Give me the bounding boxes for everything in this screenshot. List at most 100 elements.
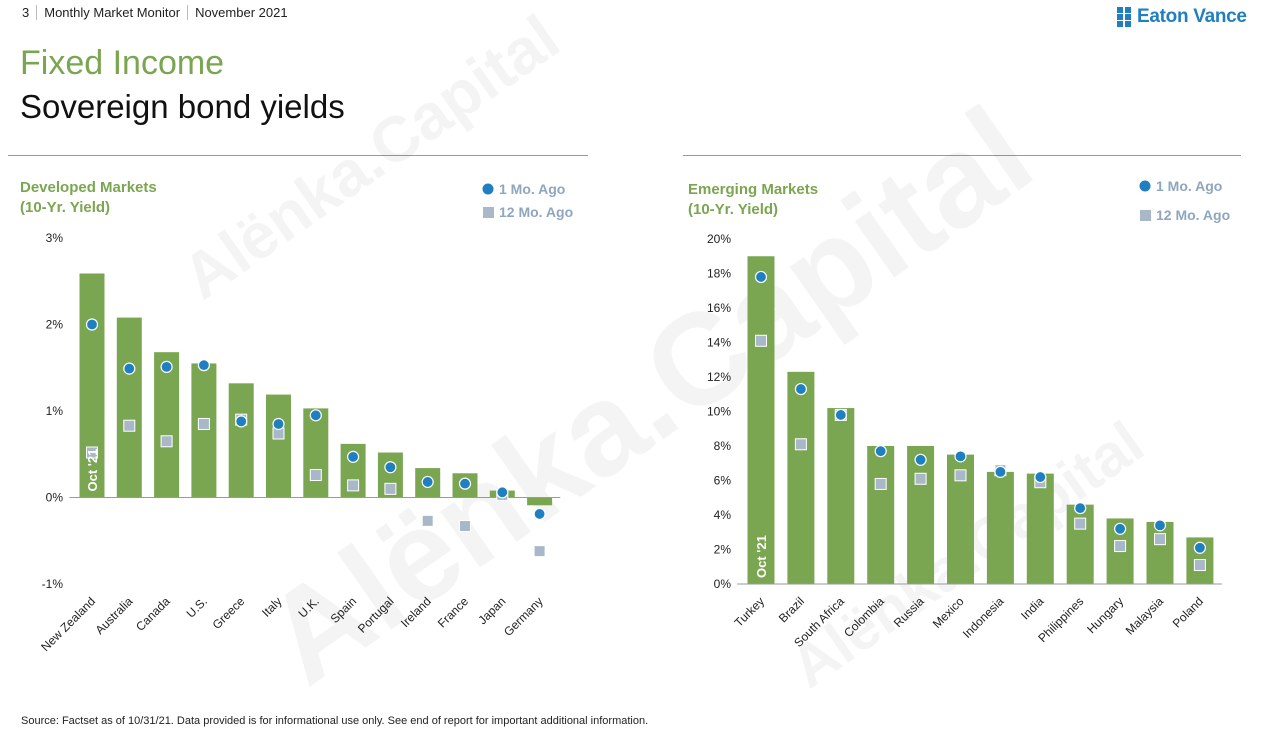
bar — [1026, 473, 1054, 584]
marker-1mo — [914, 453, 927, 466]
marker-12mo — [914, 472, 927, 485]
bar — [1146, 521, 1174, 584]
bar — [154, 352, 180, 498]
marker-1mo — [496, 486, 509, 499]
legend-label: 1 Mo. Ago — [499, 181, 565, 197]
marker-1mo — [421, 475, 434, 489]
legend-circle-icon — [482, 183, 494, 195]
y-tick-label: 3% — [46, 231, 64, 245]
y-tick-label: 1% — [46, 404, 64, 418]
y-tick-label: 2% — [714, 543, 732, 557]
marker-1mo — [197, 359, 210, 372]
marker-1mo — [1193, 541, 1207, 554]
section-subtitle: Sovereign bond yields — [20, 88, 345, 125]
bar — [747, 256, 775, 584]
marker-12mo — [160, 435, 173, 448]
x-category-label: Turkey — [732, 594, 768, 630]
source-note: Source: Factset as of 10/31/21. Data pro… — [21, 715, 649, 727]
marker-12mo — [1074, 517, 1087, 530]
emerging-markets-chart: Emerging Markets (10-Yr. Yield) 1 Mo. Ago 1… — [688, 178, 1230, 650]
section-divider-right — [683, 155, 1241, 156]
marker-12mo — [384, 482, 397, 495]
marker-1mo — [1074, 502, 1087, 515]
bar — [266, 394, 291, 498]
section-title: Fixed Income — [20, 44, 225, 82]
marker-1mo — [272, 417, 285, 431]
x-category-label: Mexico — [930, 594, 967, 631]
bar-series-label: Oct '21 — [85, 449, 100, 492]
marker-1mo — [85, 318, 99, 331]
marker-1mo — [954, 450, 967, 463]
page-number: 3 — [22, 5, 30, 20]
marker-1mo — [1034, 470, 1047, 484]
x-category-label: Poland — [1170, 594, 1206, 630]
marker-1mo — [123, 362, 136, 375]
marker-1mo — [309, 409, 322, 422]
bar — [116, 317, 142, 498]
marker-12mo — [954, 469, 967, 482]
marker-1mo — [1153, 519, 1167, 532]
x-category-label: Russia — [891, 594, 927, 630]
marker-12mo — [755, 334, 767, 347]
marker-12mo — [874, 477, 887, 490]
report-header: 3 Monthly Market Monitor November 2021 — [22, 5, 288, 20]
bar — [787, 371, 815, 584]
y-tick-label: 12% — [707, 370, 731, 384]
marker-1mo — [994, 465, 1007, 478]
y-tick-label: 20% — [707, 232, 731, 246]
bar — [867, 446, 895, 584]
bar — [907, 446, 935, 584]
bar — [191, 363, 217, 498]
y-tick-label: 0% — [714, 577, 732, 591]
bar — [228, 383, 254, 498]
legend-square-icon — [483, 207, 494, 218]
x-category-label: Malaysia — [1123, 594, 1167, 638]
y-tick-label: 8% — [714, 439, 732, 453]
y-tick-label: 4% — [714, 508, 732, 522]
bar — [1066, 504, 1094, 584]
marker-1mo — [458, 477, 472, 490]
marker-12mo — [1154, 533, 1166, 546]
bar — [827, 408, 855, 584]
legend-label: 12 Mo. Ago — [499, 204, 573, 220]
legend-label: 1 Mo. Ago — [1156, 178, 1222, 194]
marker-12mo — [123, 419, 136, 432]
section-divider-left — [8, 155, 588, 156]
marker-12mo — [533, 545, 546, 558]
brand-name: Eaton Vance — [1137, 6, 1247, 27]
developed-markets-chart: Developed Markets (10-Yr. Yield) 1 Mo. Ago… — [20, 179, 573, 654]
brand-logo: Eaton Vance — [1117, 6, 1247, 28]
header-divider — [36, 5, 38, 20]
marker-12mo — [794, 438, 807, 451]
marker-1mo — [834, 408, 847, 422]
y-tick-label: 0% — [46, 491, 64, 505]
marker-12mo — [309, 469, 322, 482]
marker-1mo — [235, 415, 248, 428]
x-category-label: Brazil — [776, 594, 807, 625]
y-tick-label: 14% — [707, 336, 731, 350]
bar — [986, 471, 1014, 584]
chart-title: Emerging Markets — [688, 181, 818, 198]
marker-1mo — [1113, 522, 1127, 535]
marker-1mo — [794, 382, 808, 396]
y-tick-label: 10% — [707, 405, 731, 419]
brand-logo-icon — [1117, 6, 1131, 27]
chart-title: Developed Markets — [20, 179, 157, 196]
x-category-label: Hungary — [1084, 594, 1126, 636]
marker-1mo — [533, 507, 546, 521]
y-tick-label: 2% — [46, 318, 64, 332]
marker-1mo — [347, 450, 360, 463]
marker-12mo — [86, 446, 98, 459]
x-category-label: India — [1018, 594, 1047, 623]
y-tick-label: 6% — [714, 474, 732, 488]
marker-12mo — [459, 520, 471, 533]
y-tick-label: -1% — [42, 577, 64, 591]
marker-12mo — [421, 514, 434, 527]
report-date: November 2021 — [195, 5, 288, 20]
x-category-label: Colombia — [841, 594, 887, 640]
header-divider — [187, 5, 189, 20]
chart-subtitle: (10-Yr. Yield) — [20, 199, 110, 216]
y-tick-label: 16% — [707, 301, 731, 315]
bar-series-label: Oct '21 — [754, 535, 769, 578]
chart-subtitle: (10-Yr. Yield) — [688, 201, 778, 218]
